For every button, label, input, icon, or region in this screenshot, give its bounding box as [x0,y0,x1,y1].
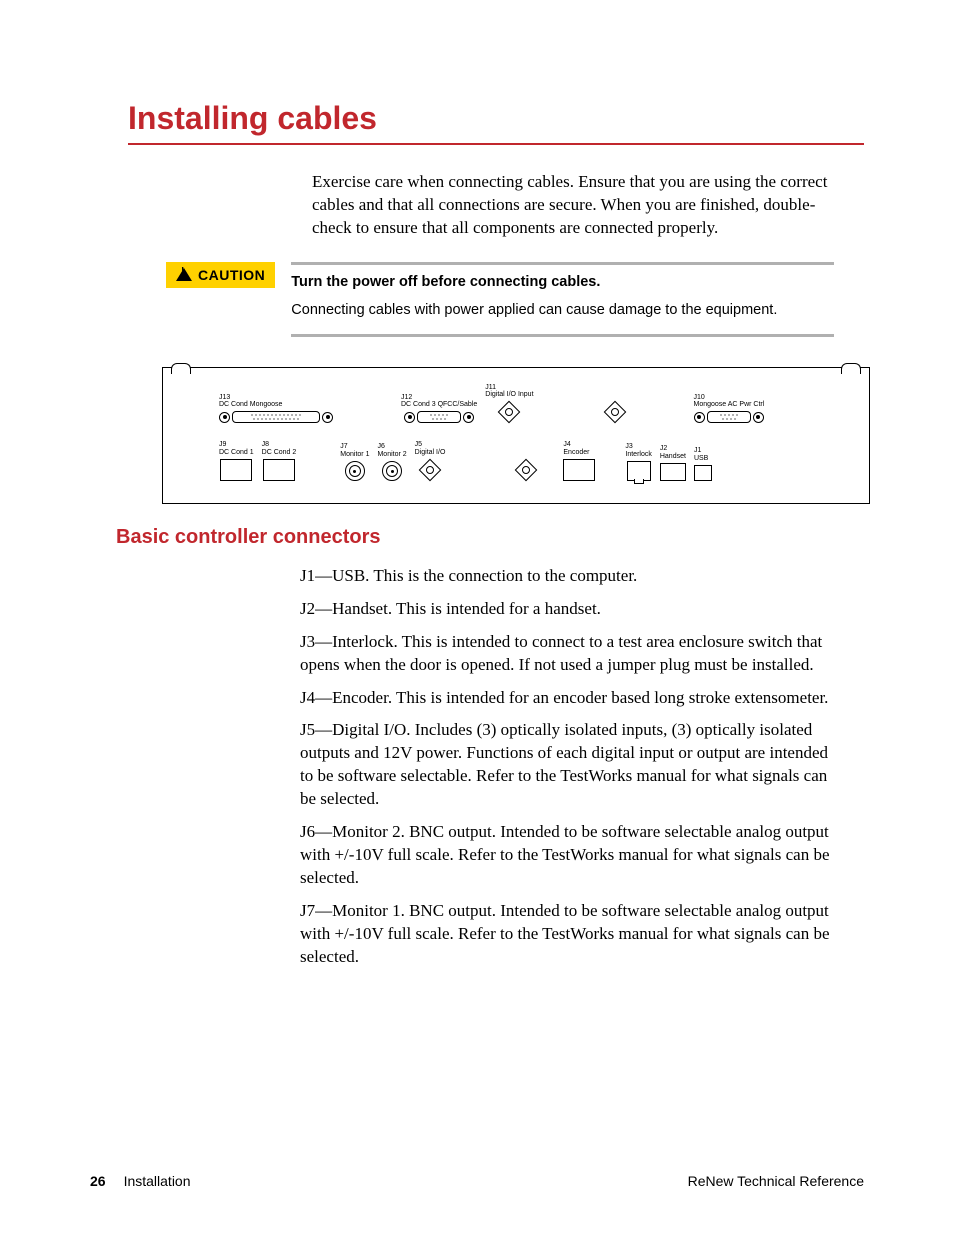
hex-connector-icon [604,401,626,423]
port-label: J6 Monitor 2 [377,443,406,458]
port-label: J3 Interlock [625,443,651,458]
hex-connector-icon [515,459,537,481]
port-J12: J12 DC Cond 3 QFCC/Sable [401,394,477,424]
definition-item: J7—Monitor 1. BNC output. Intended to be… [300,900,834,969]
port-J5b [515,456,537,481]
port-label: J8 DC Cond 2 [262,441,297,456]
definition-item: J3—Interlock. This is intended to connec… [300,631,834,677]
rect-connector-icon [660,463,686,481]
port-J2: J2 Handset [660,445,686,481]
page-number: 26 [90,1173,106,1189]
port-label: J7 Monitor 1 [340,443,369,458]
hex-connector-icon [419,459,441,481]
caution-block: CAUTION Turn the power off before connec… [166,262,834,337]
port-J7: J7 Monitor 1 [340,443,369,481]
port-J6: J6 Monitor 2 [377,443,406,481]
rect-connector-icon [563,459,595,481]
dsub-connector-icon [694,411,764,423]
caution-badge: CAUTION [166,262,275,288]
dsub-connector-icon [404,411,474,423]
connector-panel: J13 DC Cond Mongoose J12 DC Cond 3 QFCC/S… [162,367,870,504]
port-label: J2 Handset [660,445,686,460]
panel-tab-left [171,363,191,374]
port-J11: J11 Digital I/O Input [485,384,533,424]
title-rule [128,143,864,145]
rect-connector-icon [220,459,252,481]
port-label: J10 Mongoose AC Pwr Ctrl [694,394,765,409]
definition-item: J4—Encoder. This is intended for an enco… [300,687,834,710]
caution-label: CAUTION [198,267,265,283]
intro-paragraph: Exercise care when connecting cables. En… [312,171,834,240]
connector-diagram: J13 DC Cond Mongoose J12 DC Cond 3 QFCC/S… [162,367,868,504]
port-label: J9 DC Cond 1 [219,441,254,456]
panel-tab-right [841,363,861,374]
warning-triangle-icon [176,268,192,281]
port-label: J1 USB [694,447,708,462]
port-J10: J10 Mongoose AC Pwr Ctrl [694,394,765,424]
port-J4: J4 Encoder [563,441,595,481]
definition-item: J1—USB. This is the connection to the co… [300,565,834,588]
port-label: J13 DC Cond Mongoose [219,394,282,409]
caution-strong: Turn the power off before connecting cab… [291,271,834,293]
footer-section: Installation [124,1173,191,1189]
port-J8: J8 DC Cond 2 [262,441,297,481]
definition-item: J2—Handset. This is intended for a hands… [300,598,834,621]
port-J3: J3 Interlock [625,443,651,481]
rect-connector-icon [263,459,295,481]
port-label: J11 Digital I/O Input [485,384,533,399]
bnc-connector-icon [345,461,365,481]
port-J11b [604,398,626,423]
caution-body: Turn the power off before connecting cab… [291,262,834,337]
port-J1: J1 USB [694,447,712,481]
port-J9: J9 DC Cond 1 [219,441,254,481]
rj-connector-icon [627,461,651,481]
page-title: Installing cables [128,100,864,137]
hex-connector-icon [498,401,520,423]
rect-connector-icon [694,465,712,481]
definition-item: J6—Monitor 2. BNC output. Intended to be… [300,821,834,890]
port-J13: J13 DC Cond Mongoose [219,394,333,424]
footer-doc-title: ReNew Technical Reference [688,1173,864,1189]
bnc-connector-icon [382,461,402,481]
caution-text: Connecting cables with power applied can… [291,302,777,318]
port-label: J5 Digital I/O [415,441,446,456]
page-footer: 26 Installation ReNew Technical Referenc… [90,1173,864,1189]
port-label: J4 Encoder [563,441,589,456]
definitions-list: J1—USB. This is the connection to the co… [300,565,834,969]
port-J5: J5 Digital I/O [415,441,446,481]
definition-item: J5—Digital I/O. Includes (3) optically i… [300,719,834,811]
section-heading: Basic controller connectors [116,526,864,549]
port-label: J12 DC Cond 3 QFCC/Sable [401,394,477,409]
dsub-connector-icon [219,411,333,423]
